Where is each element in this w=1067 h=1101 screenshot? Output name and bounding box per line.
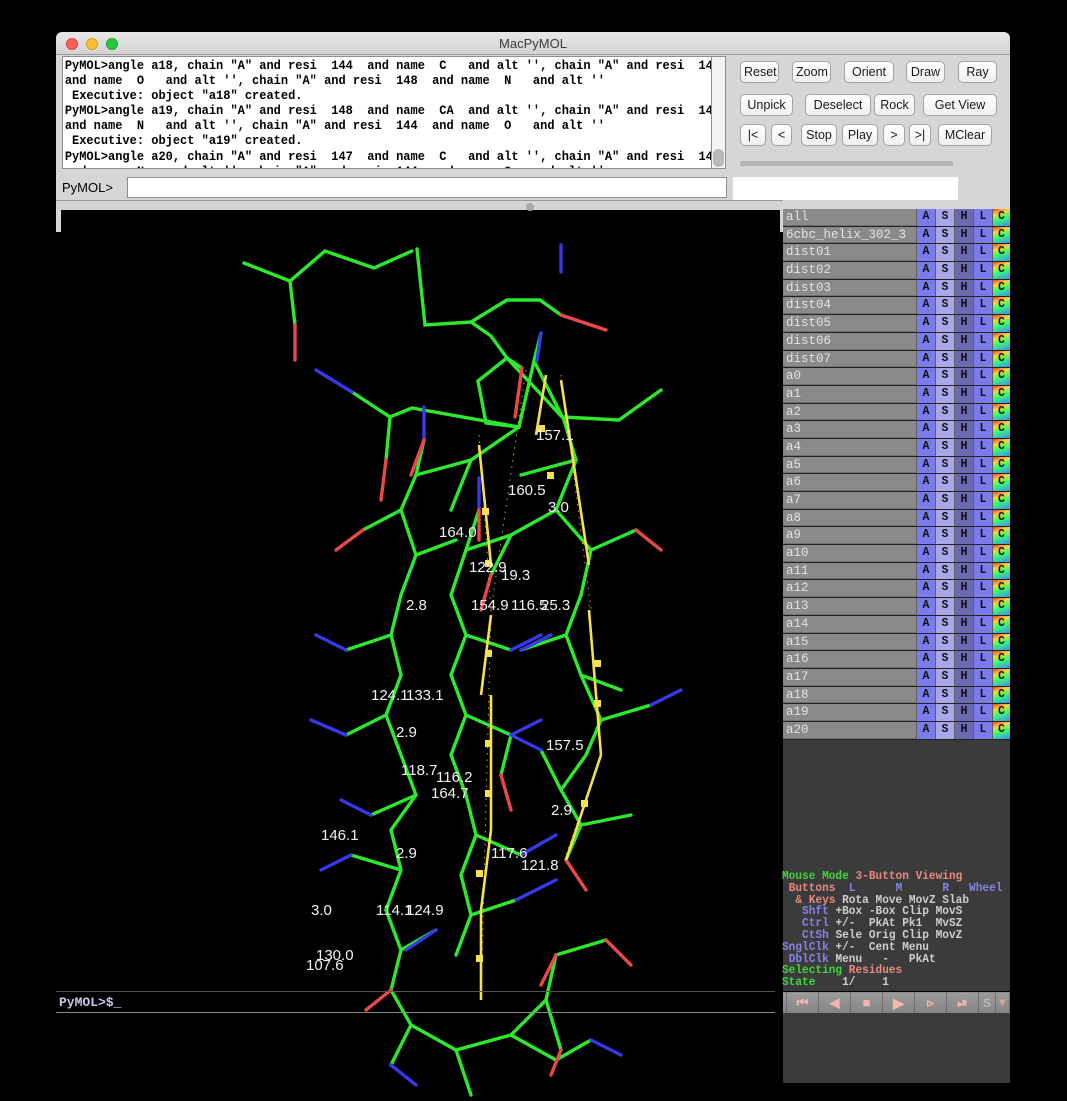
- svg-text:133.1: 133.1: [406, 687, 444, 704]
- svg-text:124.1: 124.1: [371, 687, 409, 704]
- svg-text:2.9: 2.9: [396, 845, 417, 862]
- svg-text:157.5: 157.5: [546, 737, 584, 754]
- svg-text:157.1: 157.1: [536, 427, 574, 444]
- svg-text:118.7: 118.7: [401, 762, 437, 779]
- svg-text:154.9: 154.9: [471, 597, 509, 614]
- svg-text:107.6: 107.6: [306, 957, 344, 974]
- svg-text:3.0: 3.0: [548, 499, 569, 516]
- svg-text:116.2: 116.2: [436, 769, 472, 786]
- svg-text:160.5: 160.5: [508, 482, 546, 499]
- svg-text:146.1: 146.1: [321, 827, 359, 844]
- svg-text:2.8: 2.8: [406, 597, 427, 614]
- svg-text:164.7: 164.7: [431, 785, 469, 802]
- svg-text:121.8: 121.8: [521, 857, 559, 874]
- svg-text:2.9: 2.9: [551, 802, 572, 819]
- svg-text:25.3: 25.3: [541, 597, 570, 614]
- svg-text:2.9: 2.9: [396, 724, 417, 741]
- svg-text:164.0: 164.0: [439, 524, 477, 541]
- svg-text:3.0: 3.0: [311, 902, 332, 919]
- svg-text:124.9: 124.9: [406, 902, 444, 919]
- svg-text:19.3: 19.3: [501, 567, 530, 584]
